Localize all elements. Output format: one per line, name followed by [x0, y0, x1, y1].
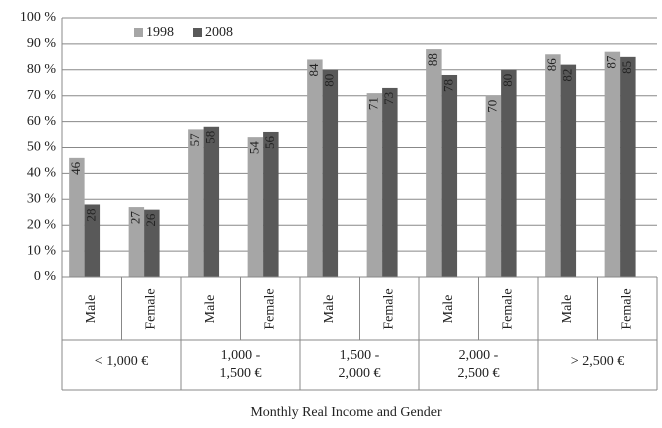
bar	[263, 131, 279, 277]
value-label: 28	[83, 208, 98, 221]
legend-label: 1998	[146, 25, 174, 40]
bar	[84, 204, 101, 277]
y-tick-label: 60 %	[27, 114, 57, 129]
group-label: 1,500 €	[220, 366, 262, 381]
bar	[545, 54, 561, 278]
group-label: 2,000 €	[339, 366, 381, 381]
x-axis-title: Monthly Real Income and Gender	[250, 405, 442, 420]
y-tick-label: 80 %	[27, 62, 57, 77]
x-tick-label: Female	[262, 288, 277, 329]
y-tick-label: 0 %	[34, 269, 57, 284]
bar	[560, 64, 577, 278]
bar	[128, 207, 145, 277]
x-tick-label: Female	[619, 288, 634, 329]
y-tick-label: 30 %	[27, 192, 57, 207]
value-label: 56	[262, 135, 277, 149]
legend-swatch	[193, 28, 202, 37]
y-tick-label: 90 %	[27, 36, 57, 51]
x-tick-label: Male	[560, 295, 575, 324]
value-label: 58	[202, 131, 217, 144]
x-tick-label: Male	[203, 295, 218, 324]
value-label: 82	[559, 69, 574, 82]
group-label: 1,500 -	[340, 348, 380, 363]
bar	[188, 129, 204, 277]
bar	[307, 59, 323, 277]
value-label: 84	[306, 63, 321, 77]
group-label: 2,500 €	[458, 366, 500, 381]
value-label: 80	[321, 74, 336, 87]
y-tick-label: 20 %	[27, 217, 57, 232]
value-label: 73	[381, 92, 396, 105]
value-label: 70	[484, 100, 499, 113]
bar	[144, 209, 160, 277]
bar	[604, 51, 621, 277]
value-label: 54	[246, 141, 261, 155]
bar	[203, 126, 220, 277]
bar	[247, 137, 264, 277]
bar	[366, 93, 383, 277]
x-tick-label: Male	[84, 295, 99, 324]
value-label: 27	[127, 211, 142, 225]
value-label: 78	[440, 79, 455, 92]
group-label: 2,000 -	[459, 348, 499, 363]
bar	[501, 69, 517, 277]
legend-label: 2008	[205, 25, 233, 40]
bar	[620, 56, 636, 277]
group-label: > 2,500 €	[571, 354, 624, 369]
x-tick-label: Male	[322, 295, 337, 324]
y-tick-label: 40 %	[27, 166, 57, 181]
bar	[426, 49, 442, 277]
value-label: 85	[619, 61, 634, 74]
value-label: 57	[187, 133, 202, 147]
value-label: 71	[365, 97, 380, 110]
x-tick-label: Female	[500, 288, 515, 329]
y-tick-label: 50 %	[27, 140, 57, 155]
x-tick-label: Female	[143, 288, 158, 329]
legend-swatch	[134, 28, 143, 37]
value-label: 26	[143, 213, 158, 227]
x-tick-label: Female	[381, 288, 396, 329]
value-label: 88	[425, 53, 440, 66]
value-label: 80	[500, 74, 515, 87]
bar	[322, 69, 339, 277]
bar	[485, 95, 502, 277]
x-tick-label: Male	[441, 295, 456, 324]
y-tick-label: 70 %	[27, 88, 57, 103]
y-tick-label: 100 %	[20, 10, 57, 25]
y-tick-label: 10 %	[27, 243, 57, 258]
group-label: < 1,000 €	[95, 354, 148, 369]
value-label: 86	[544, 58, 559, 71]
value-label: 46	[68, 161, 83, 175]
bar	[382, 87, 398, 278]
bar	[441, 74, 458, 277]
group-label: 1,000 -	[221, 348, 261, 363]
bar	[69, 157, 85, 277]
value-label: 87	[603, 55, 618, 69]
